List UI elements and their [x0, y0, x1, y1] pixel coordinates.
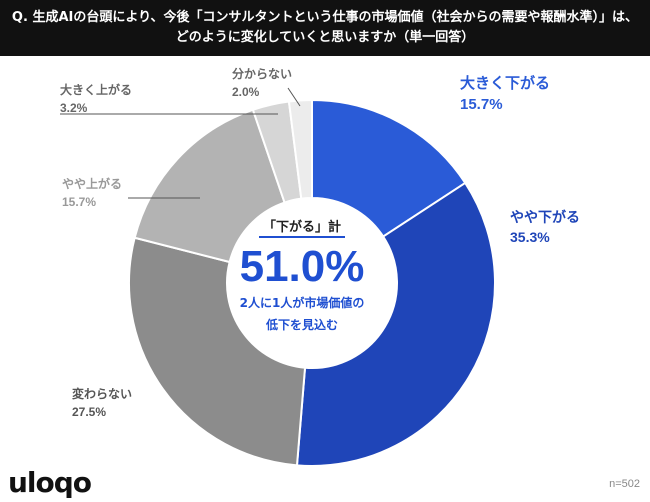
leader-line-6 — [287, 87, 301, 107]
slice-label-1: 大きく下がる — [460, 74, 550, 92]
slice-label-2: やや下がる — [510, 209, 580, 226]
center-note-line-2: 低下を見込む — [265, 318, 338, 332]
question-header: Q. 生成AIの台頭により、今後「コンサルタントという仕事の市場価値（社会からの… — [0, 0, 650, 56]
center-note-line-1: 2人に1人が市場価値の — [239, 296, 365, 310]
slice-value-3: 27.5% — [72, 405, 106, 419]
slice-value-4: 15.7% — [62, 195, 96, 209]
slice-value-2: 35.3% — [510, 229, 550, 245]
question-line-2: どのように変化していくと思いますか（単一回答） — [175, 30, 475, 45]
slice-label-5: 大きく上がる — [60, 82, 132, 97]
slice-label-6: 分からない — [232, 66, 292, 81]
slice-value-5: 3.2% — [60, 101, 88, 115]
donut-slice-1 — [311, 98, 467, 238]
donut-slice-3 — [128, 236, 307, 467]
center-summary: 「下がる」計 51.0% 2人に1人が市場価値の 低下を見込む — [228, 216, 376, 336]
slice-label-3: 変わらない — [72, 386, 132, 401]
question-line-1: Q. 生成AIの台頭により、今後「コンサルタントという仕事の市場価値（社会からの… — [11, 10, 639, 25]
donut-slice-2 — [295, 181, 496, 467]
sample-size: n=502 — [609, 478, 640, 490]
brand-logo: uloqo — [8, 466, 92, 499]
slice-value-1: 15.7% — [460, 96, 503, 113]
center-value: 51.0% — [239, 242, 365, 291]
slice-label-4: やや上がる — [62, 176, 122, 191]
slice-value-6: 2.0% — [232, 85, 260, 99]
center-heading: 「下がる」計 — [258, 216, 345, 238]
